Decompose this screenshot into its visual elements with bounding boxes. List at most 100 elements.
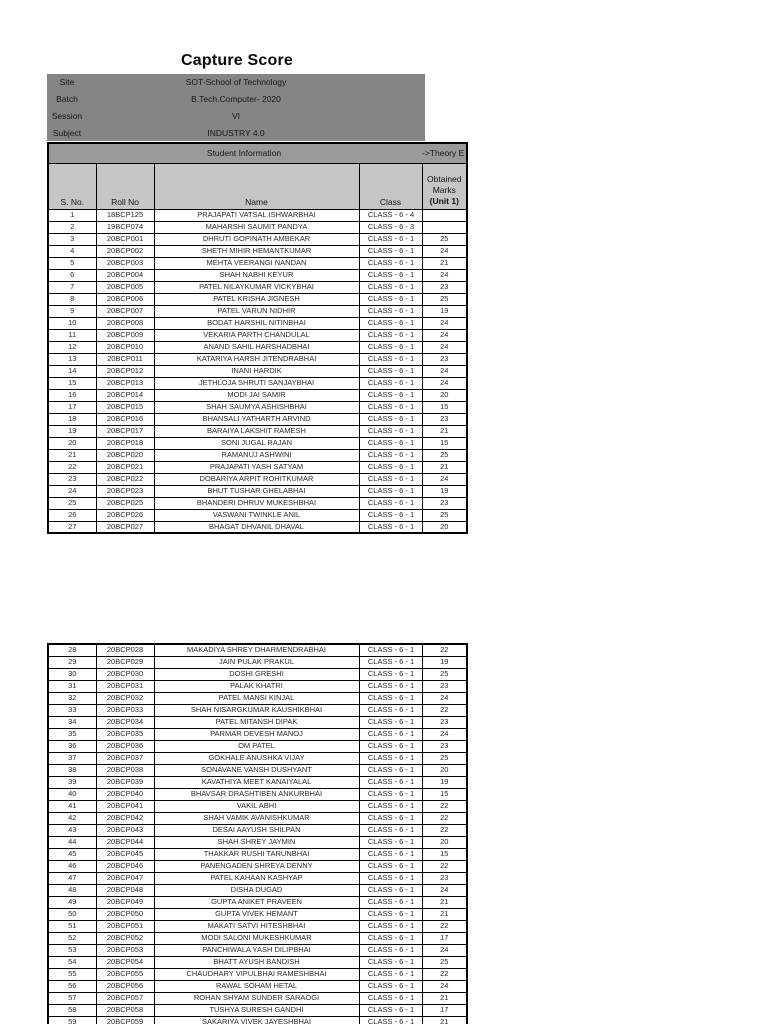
sno-cell: 52 — [47, 931, 97, 945]
table-row: 45 20BCP045 THAKKAR RUSHI TARUNBHAI CLASS -… — [47, 847, 468, 861]
name-cell: MEHTA VEERANGI NANDAN — [153, 256, 360, 270]
roll-cell: 20BCP015 — [95, 400, 155, 414]
name-cell: BHATT AYUSH BANDISH — [153, 955, 360, 969]
marks-cell: 19 — [421, 304, 468, 318]
marks-cell: 22 — [421, 859, 468, 873]
class-cell: CLASS - 6 - 1 — [358, 460, 423, 474]
name-cell: BHAVSAR DRASHTIBEN ANKURBHAI — [153, 787, 360, 801]
marks-cell: 20 — [421, 763, 468, 777]
name-cell: PATEL MITANSH DIPAK — [153, 715, 360, 729]
name-cell: DOBARIYA ARPIT ROHITKUMAR — [153, 472, 360, 486]
class-cell: CLASS - 6 - 1 — [358, 448, 423, 462]
marks-cell: 25 — [421, 955, 468, 969]
roll-cell: 20BCP057 — [95, 991, 155, 1005]
name-cell: VAKIL ABHI — [153, 799, 360, 813]
table-row: 14 20BCP012 INANI HARDIK CLASS - 6 - 1 24 — [47, 364, 468, 378]
marks-cell: 22 — [421, 967, 468, 981]
name-cell: SHAH SAUMYA ASHISHBHAI — [153, 400, 360, 414]
roll-cell: 20BCP043 — [95, 823, 155, 837]
column-header-sno: S. No. — [47, 162, 97, 210]
sno-cell: 4 — [47, 244, 97, 258]
sno-cell: 2 — [47, 220, 97, 234]
name-cell: CHAUDHARY VIPULBHAI RAMESHBHAI — [153, 967, 360, 981]
name-cell: RAMANUJ ASHWINI — [153, 448, 360, 462]
sno-cell: 10 — [47, 316, 97, 330]
name-cell: SAKARIYA VIVEK JAYESHBHAI — [153, 1015, 360, 1024]
name-cell: VEKARIA PARTH CHANDULAL — [153, 328, 360, 342]
marks-cell: 21 — [421, 460, 468, 474]
marks-cell: 20 — [421, 835, 468, 849]
marks-cell: 21 — [421, 1015, 468, 1024]
table-row: 30 20BCP030 DOSHI GRESHI CLASS - 6 - 1 25 — [47, 667, 468, 681]
roll-cell: 20BCP047 — [95, 871, 155, 885]
class-cell: CLASS - 6 - 1 — [358, 484, 423, 498]
marks-cell: 23 — [421, 739, 468, 753]
sno-cell: 15 — [47, 376, 97, 390]
score-table-page1: Student Information ->Theory E S. No. Ro… — [47, 142, 469, 534]
table-row: 35 20BCP035 PARMAR DEVESH MANOJ CLASS - 6 -… — [47, 727, 468, 741]
class-cell: CLASS - 6 - 1 — [358, 691, 423, 705]
roll-cell: 20BCP053 — [95, 943, 155, 957]
table-row: 49 20BCP049 GUPTA ANIKET PRAVEEN CLASS - 6 … — [47, 895, 468, 909]
name-cell: BHANDERI DHRUV MUKESHBHAI — [153, 496, 360, 510]
metadata-value: INDUSTRY 4.0 — [207, 127, 265, 138]
table-row: 40 20BCP040 BHAVSAR DRASHTIBEN ANKURBHAI CL… — [47, 787, 468, 801]
sno-cell: 30 — [47, 667, 97, 681]
name-cell: SHAH NISARGKUMAR KAUSHIKBHAI — [153, 703, 360, 717]
name-cell: BODAT HARSHIL NITINBHAI — [153, 316, 360, 330]
marks-cell: 19 — [421, 484, 468, 498]
marks-cell: 15 — [421, 400, 468, 414]
roll-cell: 20BCP039 — [95, 775, 155, 789]
marks-cell: 22 — [421, 919, 468, 933]
name-cell: MAHARSHI SAUMIT PANDYA — [153, 220, 360, 234]
table-row: 46 20BCP046 PANENGADEN SHREYA DENNY CLASS -… — [47, 859, 468, 873]
sno-cell: 13 — [47, 352, 97, 366]
metadata-row: Subject INDUSTRY 4.0 — [47, 124, 425, 141]
name-cell: MAKATI SATVI HITESHBHAI — [153, 919, 360, 933]
table-row: 31 20BCP031 PALAK KHATRI CLASS - 6 - 1 23 — [47, 679, 468, 693]
score-table-page2: 28 20BCP028 MAKADIYA SHREY DHARMENDRABHAI C… — [47, 643, 468, 1024]
name-cell: BHUT TUSHAR GHELABHAI — [153, 484, 360, 498]
class-cell: CLASS - 6 - 1 — [358, 847, 423, 861]
class-cell: CLASS - 6 - 1 — [358, 1015, 423, 1024]
metadata-row: Batch B.Tech.Computer- 2020 — [47, 91, 425, 108]
table-row: 56 20BCP056 RAWAL SOHAM HETAL CLASS - 6 - 1… — [47, 979, 468, 993]
table-row: 5 20BCP003 MEHTA VEERANGI NANDAN CLASS - 6 … — [47, 256, 468, 270]
table-row: 54 20BCP054 BHATT AYUSH BANDISH CLASS - 6 -… — [47, 955, 468, 969]
roll-cell: 20BCP032 — [95, 691, 155, 705]
column-header-marks: Obtained Marks (Unit 1) — [421, 162, 468, 210]
class-cell: CLASS - 6 - 1 — [358, 907, 423, 921]
class-cell: CLASS - 6 - 1 — [358, 508, 423, 522]
roll-cell: 20BCP055 — [95, 967, 155, 981]
name-cell: DOSHI GRESHI — [153, 667, 360, 681]
roll-cell: 20BCP054 — [95, 955, 155, 969]
metadata-row: Session VI — [47, 108, 425, 125]
table-row: 48 20BCP048 DISHA DUGAD CLASS - 6 - 1 24 — [47, 883, 468, 897]
student-information-label: Student Information — [206, 148, 282, 159]
roll-cell: 20BCP006 — [95, 292, 155, 306]
section-header-row: Student Information ->Theory E — [47, 142, 468, 164]
roll-cell: 20BCP035 — [95, 727, 155, 741]
name-cell: BHANSALI YATHARTH ARVIND — [153, 412, 360, 426]
sno-cell: 50 — [47, 907, 97, 921]
roll-cell: 20BCP059 — [95, 1015, 155, 1024]
roll-cell: 20BCP007 — [95, 304, 155, 318]
roll-cell: 20BCP013 — [95, 376, 155, 390]
roll-cell: 20BCP031 — [95, 679, 155, 693]
table-row: 47 20BCP047 PATEL KAHAAN KASHYAP CLASS - 6 … — [47, 871, 468, 885]
sno-cell: 42 — [47, 811, 97, 825]
sno-cell: 23 — [47, 472, 97, 486]
roll-cell: 20BCP027 — [95, 520, 155, 534]
name-cell: ANAND SAHIL HARSHADBHAI — [153, 340, 360, 354]
marks-cell: 15 — [421, 847, 468, 861]
roll-cell: 20BCP009 — [95, 328, 155, 342]
column-header-row: S. No. Roll No Name Class Obtained Marks… — [47, 162, 468, 210]
roll-cell: 20BCP038 — [95, 763, 155, 777]
roll-cell: 20BCP001 — [95, 232, 155, 246]
sno-cell: 31 — [47, 679, 97, 693]
roll-cell: 20BCP028 — [95, 643, 155, 657]
table-row: 32 20BCP032 PATEL MANSI KINJAL CLASS - 6 - … — [47, 691, 468, 705]
sno-cell: 3 — [47, 232, 97, 246]
table-row: 8 20BCP006 PATEL KRISHA JIGNESH CLASS - 6 -… — [47, 292, 468, 306]
class-cell: CLASS - 6 - 1 — [358, 316, 423, 330]
